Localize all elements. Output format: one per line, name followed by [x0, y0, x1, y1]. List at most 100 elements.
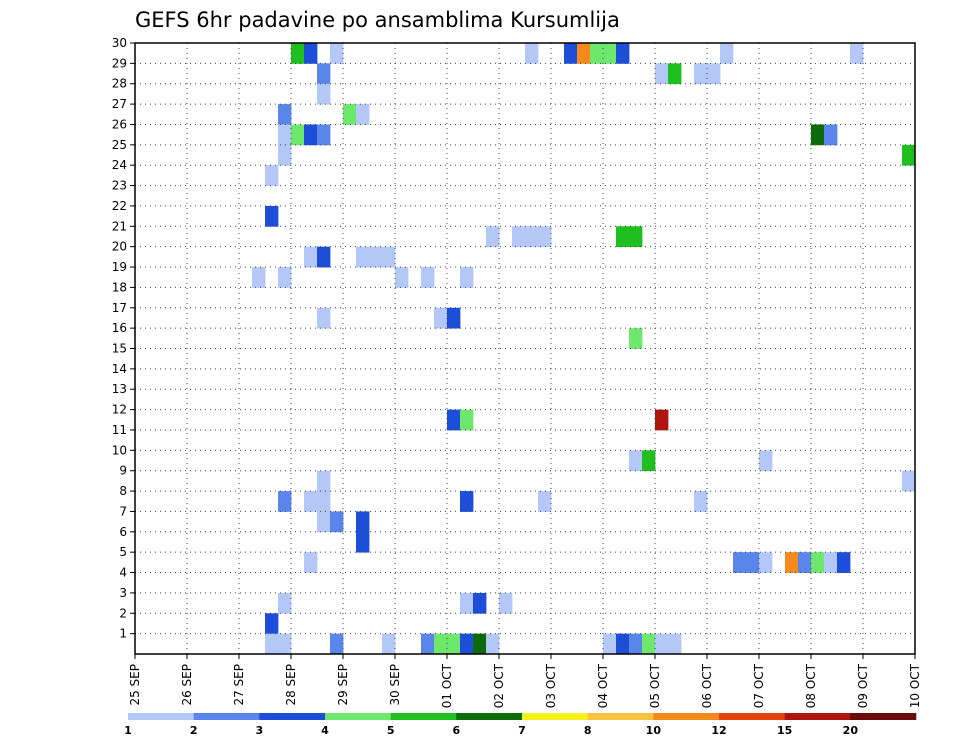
heatmap-cell: [655, 409, 669, 431]
y-tick-label: 9: [119, 464, 127, 478]
colorbar-label: 1: [124, 724, 132, 737]
x-tick-label: 25 SEP: [128, 664, 142, 706]
y-tick-label: 8: [119, 484, 127, 498]
heatmap-cell: [499, 592, 513, 614]
x-tick-label: 29 SEP: [336, 664, 350, 706]
heatmap-cell: [720, 43, 734, 64]
x-tick-label: 09 OCT: [856, 663, 870, 708]
heatmap-cell: [356, 104, 370, 125]
heatmap-cell: [603, 43, 617, 64]
y-tick-label: 30: [112, 36, 127, 50]
chart-title: GEFS 6hr padavine po ansamblima Kursumli…: [135, 8, 620, 32]
heatmap-cell: [265, 165, 279, 186]
colorbar-label: 12: [711, 724, 726, 737]
heatmap-cell: [265, 205, 279, 227]
heatmap-cell: [902, 144, 916, 166]
heatmap-cell: [252, 267, 266, 288]
colorbar-swatch: [522, 713, 588, 720]
heatmap-cell: [785, 552, 799, 573]
x-tick-label: 05 OCT: [648, 663, 662, 708]
heatmap-cell: [395, 267, 409, 288]
heatmap-cell: [629, 450, 643, 472]
y-tick-label: 3: [119, 586, 127, 600]
heatmap-cell: [746, 552, 760, 573]
heatmap-cell: [382, 246, 396, 268]
heatmap-cell: [317, 63, 331, 85]
heatmap-cell: [642, 450, 656, 472]
y-tick-label: 2: [119, 606, 127, 620]
heatmap-cell: [356, 531, 370, 553]
heatmap-cell: [278, 104, 292, 125]
x-tick-label: 07 OCT: [752, 663, 766, 708]
heatmap-cell: [278, 124, 292, 146]
heatmap-cell: [473, 592, 487, 614]
y-tick-label: 18: [112, 280, 127, 294]
heatmap-cell: [538, 226, 552, 248]
heatmap-cell: [707, 63, 721, 85]
heatmap-cell: [837, 552, 851, 573]
heatmap-cell: [564, 43, 578, 64]
heatmap-cell: [616, 43, 630, 64]
heatmap-cell: [902, 470, 916, 492]
heatmap-cell: [369, 246, 383, 268]
colorbar-label: 10: [646, 724, 662, 737]
y-tick-label: 29: [112, 56, 127, 70]
heatmap-cell: [811, 552, 825, 573]
heatmap-cell: [668, 633, 682, 655]
colorbar-swatch: [325, 713, 391, 720]
y-tick-label: 4: [119, 566, 127, 580]
heatmap-cell: [317, 470, 331, 492]
y-tick-label: 20: [112, 240, 127, 254]
heatmap-cell: [447, 307, 461, 329]
heatmap-cell: [317, 124, 331, 146]
heatmap-cell: [278, 592, 292, 614]
heatmap-cell: [304, 552, 318, 573]
y-tick-label: 16: [112, 321, 127, 335]
heatmap-cell: [759, 450, 773, 472]
heatmap-cell: [382, 633, 396, 655]
colorbar: 1 2 3 4 5 6 7 8 10 12 15 20: [124, 713, 917, 737]
heatmap-cell: [486, 633, 500, 655]
heatmap-cell: [421, 267, 435, 288]
heatmap-cell: [434, 633, 448, 655]
heatmap-cell: [447, 409, 461, 431]
y-tick-label: 13: [112, 382, 127, 396]
heatmap-cell: [603, 633, 617, 655]
colorbar-swatch: [390, 713, 457, 720]
heatmap-cell: [291, 124, 305, 146]
heatmap-cell: [434, 307, 448, 329]
heatmap-cell: [317, 307, 331, 329]
x-tick-label: 28 SEP: [284, 664, 298, 706]
colorbar-label: 6: [453, 724, 461, 737]
heatmap-cell: [460, 592, 474, 614]
y-tick-label: 27: [112, 97, 127, 111]
heatmap-cell: [317, 491, 331, 512]
heatmap-cell: [356, 246, 370, 268]
heatmap-cell: [278, 144, 292, 166]
heatmap-cell: [655, 633, 669, 655]
x-tick-label: 27 SEP: [232, 664, 246, 706]
heatmap-cell: [317, 83, 331, 105]
colorbar-label: 8: [584, 724, 592, 737]
x-tick-label: 08 OCT: [804, 663, 818, 708]
heatmap-cell: [447, 633, 461, 655]
heatmap-cell: [655, 63, 669, 85]
heatmap-cell: [330, 511, 344, 533]
colorbar-swatch: [850, 713, 917, 720]
x-tick-label: 10 OCT: [908, 663, 922, 708]
plot-grid: [135, 43, 915, 654]
x-tick-label: 06 OCT: [700, 663, 714, 708]
colorbar-label: 20: [843, 724, 859, 737]
heatmap-cell: [304, 491, 318, 512]
heatmap-cell: [278, 491, 292, 512]
colorbar-swatch: [653, 713, 720, 720]
heatmap-cell: [811, 124, 825, 146]
heatmap-cell: [330, 633, 344, 655]
colorbar-swatch: [784, 713, 851, 720]
heatmap-cell: [304, 124, 318, 146]
heatmap-cell: [798, 552, 812, 573]
heatmap-cell: [460, 633, 474, 655]
heatmap-cell: [577, 43, 591, 64]
y-tick-label: 24: [112, 158, 127, 172]
heatmap-cell: [460, 267, 474, 288]
